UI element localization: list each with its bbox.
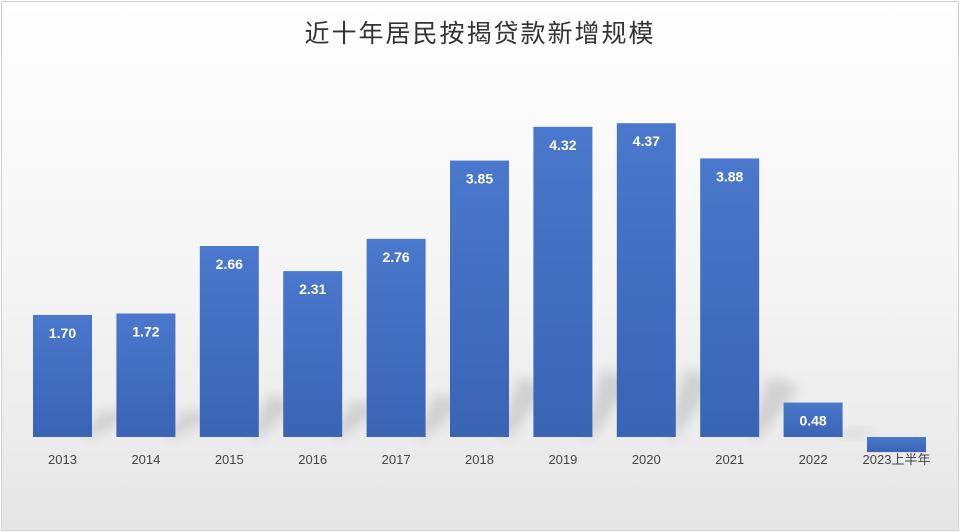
x-tick-label: 2017 xyxy=(382,452,411,467)
data-label: 3.88 xyxy=(716,168,743,184)
data-label: 4.32 xyxy=(549,137,576,153)
data-label: 4.37 xyxy=(633,133,660,149)
bar-shadow xyxy=(749,375,800,437)
bar-2013 xyxy=(33,314,92,437)
x-tick-label: 2018 xyxy=(465,452,494,467)
bar-shadow xyxy=(832,429,883,437)
data-label: 2.76 xyxy=(382,249,409,265)
data-label: 0.48 xyxy=(799,413,826,429)
x-tick-label: 2014 xyxy=(131,452,160,467)
bar-2020 xyxy=(616,123,676,437)
data-label: 1.70 xyxy=(49,325,76,341)
data-label: 2.31 xyxy=(299,281,326,297)
bar-2016 xyxy=(283,271,343,437)
data-label: 1.72 xyxy=(132,324,159,340)
x-tick-label: 2019 xyxy=(548,452,577,467)
x-tick-label: 2021 xyxy=(715,452,744,467)
bar-2015 xyxy=(199,246,259,437)
bar-2014 xyxy=(116,313,176,437)
bar-2018 xyxy=(450,160,509,437)
x-tick-label: 2015 xyxy=(215,452,244,467)
bar-2023上半年 xyxy=(867,437,926,453)
data-label: 3.85 xyxy=(466,171,493,187)
x-tick-label: 2023上半年 xyxy=(863,452,931,467)
bar-2017 xyxy=(366,238,426,437)
bar-2019 xyxy=(533,126,593,437)
x-tick-label: 2020 xyxy=(632,452,661,467)
x-tick-label: 2016 xyxy=(298,452,327,467)
x-tick-label: 2013 xyxy=(48,452,77,467)
bar-2022 xyxy=(783,402,843,437)
data-label: 2.66 xyxy=(216,256,243,272)
chart-title: 近十年居民按揭贷款新增规模 xyxy=(304,19,656,48)
x-tick-label: 2022 xyxy=(799,452,828,467)
bar-2021 xyxy=(700,158,760,437)
